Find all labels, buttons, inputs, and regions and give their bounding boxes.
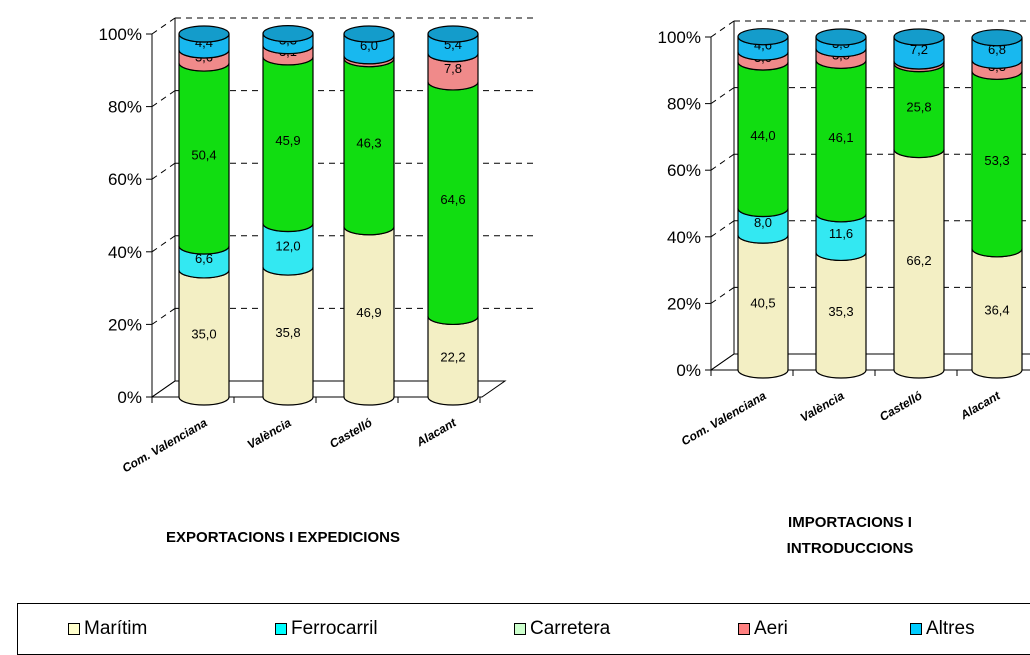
data-label: 22,2 — [440, 350, 465, 365]
grid-diagonal — [151, 307, 176, 325]
y-tick-label: 100% — [658, 28, 701, 47]
data-label: 46,3 — [356, 136, 381, 151]
x-category-label: Alacant — [957, 388, 1003, 423]
y-tick-label: 60% — [667, 161, 701, 180]
legend-swatch-altres — [910, 623, 922, 635]
y-tick-label: 20% — [667, 294, 701, 313]
chart-panel-1: 0%20%40%60%80%100%35,06,650,43,64,4Com. … — [99, 17, 535, 546]
bar-top-cap — [815, 28, 867, 46]
chart-title: IMPORTACIONS I INTRODUCCIONS — [787, 514, 914, 557]
data-label: 50,4 — [191, 148, 216, 163]
data-label: 45,9 — [275, 133, 300, 148]
y-tick-label: 0% — [117, 388, 142, 407]
grid-diagonal — [710, 220, 735, 238]
legend-label-maritim: Marítim — [84, 618, 148, 639]
bar-top-cap — [893, 28, 945, 46]
y-tick-label: 40% — [667, 228, 701, 247]
legend-label-carretera: Carretera — [530, 618, 611, 639]
data-label: 46,9 — [356, 305, 381, 320]
data-label: 44,0 — [750, 128, 775, 143]
data-label: 35,3 — [828, 304, 853, 319]
data-label: 66,2 — [906, 253, 931, 268]
legend-label-altres: Altres — [926, 618, 975, 639]
x-category-label: Com. Valenciana — [679, 388, 769, 448]
y-tick-label: 20% — [108, 315, 142, 334]
grid-diagonal — [151, 17, 176, 35]
data-label: 11,6 — [829, 226, 853, 241]
chart-panel-2: 0%20%40%60%80%100%40,58,044,03,04,6Com. … — [658, 20, 1030, 557]
legend-item-ferrocarril: Ferrocarril — [275, 618, 378, 640]
data-label: 25,8 — [906, 100, 931, 115]
legend-item-aeri: Aeri — [738, 618, 788, 640]
y-tick-label: 80% — [667, 95, 701, 114]
legend-item-maritim: Marítim — [68, 618, 147, 640]
bar-top-cap — [427, 25, 479, 43]
data-label: 53,3 — [984, 153, 1009, 168]
data-label: 6,6 — [195, 251, 213, 266]
bar-top-cap — [971, 29, 1023, 47]
data-label: 36,4 — [984, 302, 1009, 317]
y-tick-label: 80% — [108, 98, 142, 117]
legend-swatch-carretera — [514, 623, 526, 635]
x-category-label: Castelló — [877, 388, 924, 423]
x-category-label: València — [245, 415, 294, 451]
grid-diagonal — [710, 153, 735, 171]
data-label: 64,6 — [440, 192, 465, 207]
chart-svg: 0%20%40%60%80%100%35,06,650,43,64,4Com. … — [99, 17, 1030, 557]
data-label: 40,5 — [750, 296, 775, 311]
x-category-label: València — [798, 388, 847, 424]
x-category-label: Com. Valenciana — [120, 415, 210, 475]
data-label: 7,2 — [910, 42, 928, 57]
grid-diagonal — [151, 235, 176, 253]
x-category-label: Castelló — [327, 415, 374, 450]
data-label: 46,1 — [828, 130, 853, 145]
data-label: 12,0 — [275, 238, 300, 253]
legend-swatch-ferrocarril — [275, 623, 287, 635]
legend: Marítim Ferrocarril Carretera Aeri Altre… — [17, 603, 1030, 655]
data-label: 8,0 — [754, 215, 772, 230]
y-tick-label: 40% — [108, 243, 142, 262]
bar-top-cap — [737, 28, 789, 46]
legend-label-ferrocarril: Ferrocarril — [291, 618, 378, 639]
grid-diagonal — [710, 87, 735, 105]
data-label: 35,8 — [275, 325, 300, 340]
bar-top-cap — [262, 25, 314, 43]
legend-swatch-aeri — [738, 623, 750, 635]
x-category-label: Alacant — [413, 415, 459, 450]
chart-title: EXPORTACIONS I EXPEDICIONS — [166, 529, 400, 546]
bar-top-cap — [343, 25, 395, 43]
y-tick-label: 100% — [99, 25, 142, 44]
legend-swatch-maritim — [68, 623, 80, 635]
grid-diagonal — [710, 20, 735, 38]
data-label: 35,0 — [191, 326, 216, 341]
legend-item-carretera: Carretera — [514, 618, 610, 640]
data-label: 7,8 — [444, 61, 462, 76]
legend-label-aeri: Aeri — [754, 618, 788, 639]
grid-diagonal — [151, 90, 176, 108]
grid-diagonal — [710, 286, 735, 304]
y-tick-label: 60% — [108, 170, 142, 189]
bar-top-cap — [178, 25, 230, 43]
y-tick-label: 0% — [676, 361, 701, 380]
grid-diagonal — [151, 162, 176, 180]
legend-item-altres: Altres — [910, 618, 975, 640]
